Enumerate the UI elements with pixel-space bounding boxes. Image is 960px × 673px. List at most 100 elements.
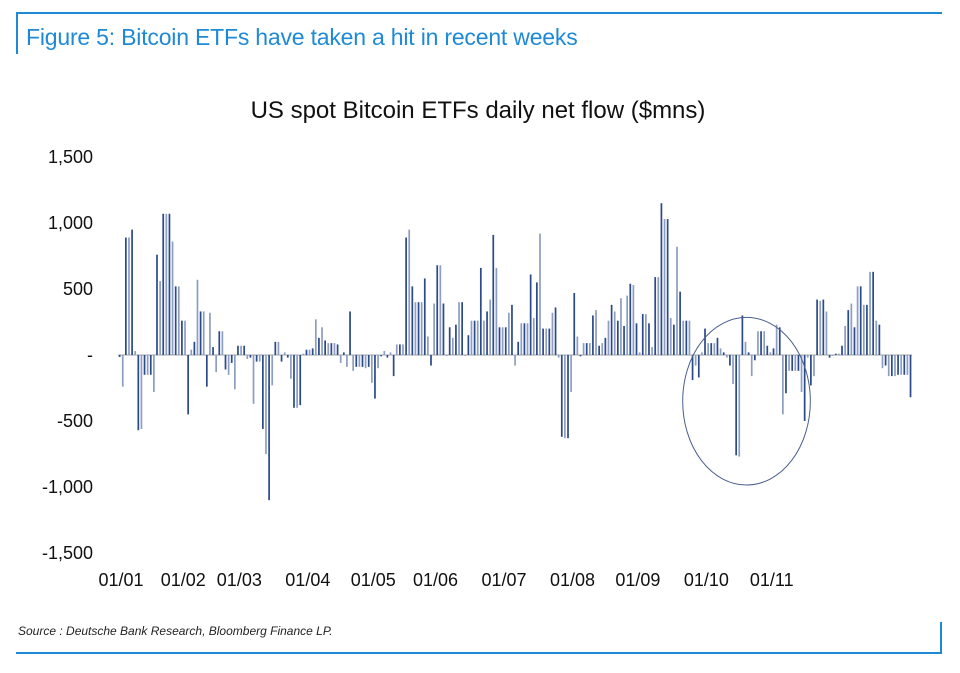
bar bbox=[476, 320, 479, 355]
bar bbox=[545, 328, 548, 355]
bar bbox=[660, 203, 663, 355]
bar bbox=[539, 233, 541, 355]
bar bbox=[330, 343, 333, 355]
bar bbox=[557, 355, 560, 358]
bar bbox=[620, 298, 622, 355]
bar bbox=[230, 355, 233, 363]
bar bbox=[785, 355, 787, 394]
bar bbox=[613, 311, 616, 355]
bar bbox=[548, 328, 551, 355]
bar bbox=[778, 327, 781, 355]
bar bbox=[336, 344, 339, 355]
bar bbox=[750, 355, 753, 377]
bar bbox=[666, 219, 669, 355]
bar bbox=[847, 310, 850, 355]
bar bbox=[327, 343, 330, 355]
bar bbox=[890, 355, 893, 377]
bar bbox=[464, 355, 467, 356]
bar bbox=[831, 355, 834, 356]
bar bbox=[604, 337, 607, 355]
bar bbox=[725, 355, 728, 358]
bar bbox=[582, 343, 585, 355]
bar bbox=[514, 355, 516, 366]
bar bbox=[616, 320, 619, 355]
bar bbox=[149, 355, 152, 375]
bar bbox=[233, 355, 236, 390]
bar bbox=[601, 343, 604, 355]
bar bbox=[442, 303, 445, 355]
bar bbox=[349, 311, 351, 355]
bar bbox=[903, 355, 906, 375]
x-tick-label: 01/08 bbox=[550, 570, 595, 590]
bar-chart: US spot Bitcoin ETFs daily net flow ($mn… bbox=[42, 97, 912, 590]
bar bbox=[841, 345, 843, 355]
frame-left-rule bbox=[16, 12, 18, 54]
bar bbox=[131, 229, 133, 355]
bar bbox=[859, 286, 862, 355]
bar bbox=[788, 355, 790, 371]
bar bbox=[906, 355, 909, 375]
bar bbox=[296, 355, 298, 408]
x-tick-label: 01/07 bbox=[481, 570, 526, 590]
bar bbox=[143, 355, 146, 375]
bar bbox=[423, 278, 426, 355]
bar bbox=[794, 355, 797, 371]
bar bbox=[374, 355, 376, 399]
bar bbox=[386, 355, 389, 358]
bar bbox=[215, 355, 218, 373]
bar bbox=[881, 355, 884, 369]
bar bbox=[744, 341, 747, 355]
bar bbox=[411, 286, 414, 355]
bar bbox=[199, 311, 202, 355]
bars-group bbox=[118, 203, 912, 501]
bar bbox=[321, 327, 323, 355]
bar bbox=[486, 311, 488, 355]
bar bbox=[536, 282, 538, 355]
bar bbox=[299, 355, 302, 406]
bar bbox=[673, 324, 675, 355]
bar bbox=[420, 302, 423, 355]
bar bbox=[399, 344, 401, 355]
bar bbox=[212, 347, 214, 355]
bar bbox=[190, 349, 193, 355]
bar bbox=[735, 355, 738, 456]
frame-right-rule bbox=[940, 622, 942, 654]
bar bbox=[663, 219, 666, 355]
y-tick-label: 500 bbox=[63, 279, 93, 299]
bar bbox=[598, 345, 601, 355]
bar bbox=[367, 355, 370, 367]
bar bbox=[757, 331, 759, 355]
bar bbox=[688, 320, 691, 355]
bar bbox=[389, 352, 392, 355]
bar bbox=[240, 345, 242, 355]
bar bbox=[498, 327, 501, 355]
bar bbox=[492, 234, 495, 355]
bar bbox=[884, 355, 887, 366]
bar bbox=[532, 318, 535, 355]
bar bbox=[747, 352, 750, 355]
bar bbox=[866, 304, 868, 355]
bar bbox=[436, 265, 439, 355]
bar bbox=[691, 355, 694, 381]
x-tick-label: 01/11 bbox=[750, 570, 794, 590]
bar bbox=[551, 312, 554, 355]
bar bbox=[458, 302, 460, 355]
x-tick-label: 01/02 bbox=[161, 570, 206, 590]
bar bbox=[184, 320, 186, 355]
bar bbox=[479, 267, 482, 355]
bar bbox=[825, 311, 828, 355]
bar bbox=[153, 355, 155, 392]
bar bbox=[560, 355, 563, 437]
bar bbox=[507, 312, 510, 355]
bar bbox=[255, 355, 258, 362]
bar bbox=[227, 355, 230, 375]
bar bbox=[290, 355, 292, 379]
x-tick-label: 01/03 bbox=[217, 570, 262, 590]
bar bbox=[134, 351, 137, 355]
bar bbox=[125, 237, 127, 355]
bar bbox=[897, 355, 899, 375]
bar bbox=[318, 337, 320, 355]
bar bbox=[856, 286, 859, 355]
bar bbox=[286, 355, 289, 358]
bar bbox=[797, 355, 800, 371]
